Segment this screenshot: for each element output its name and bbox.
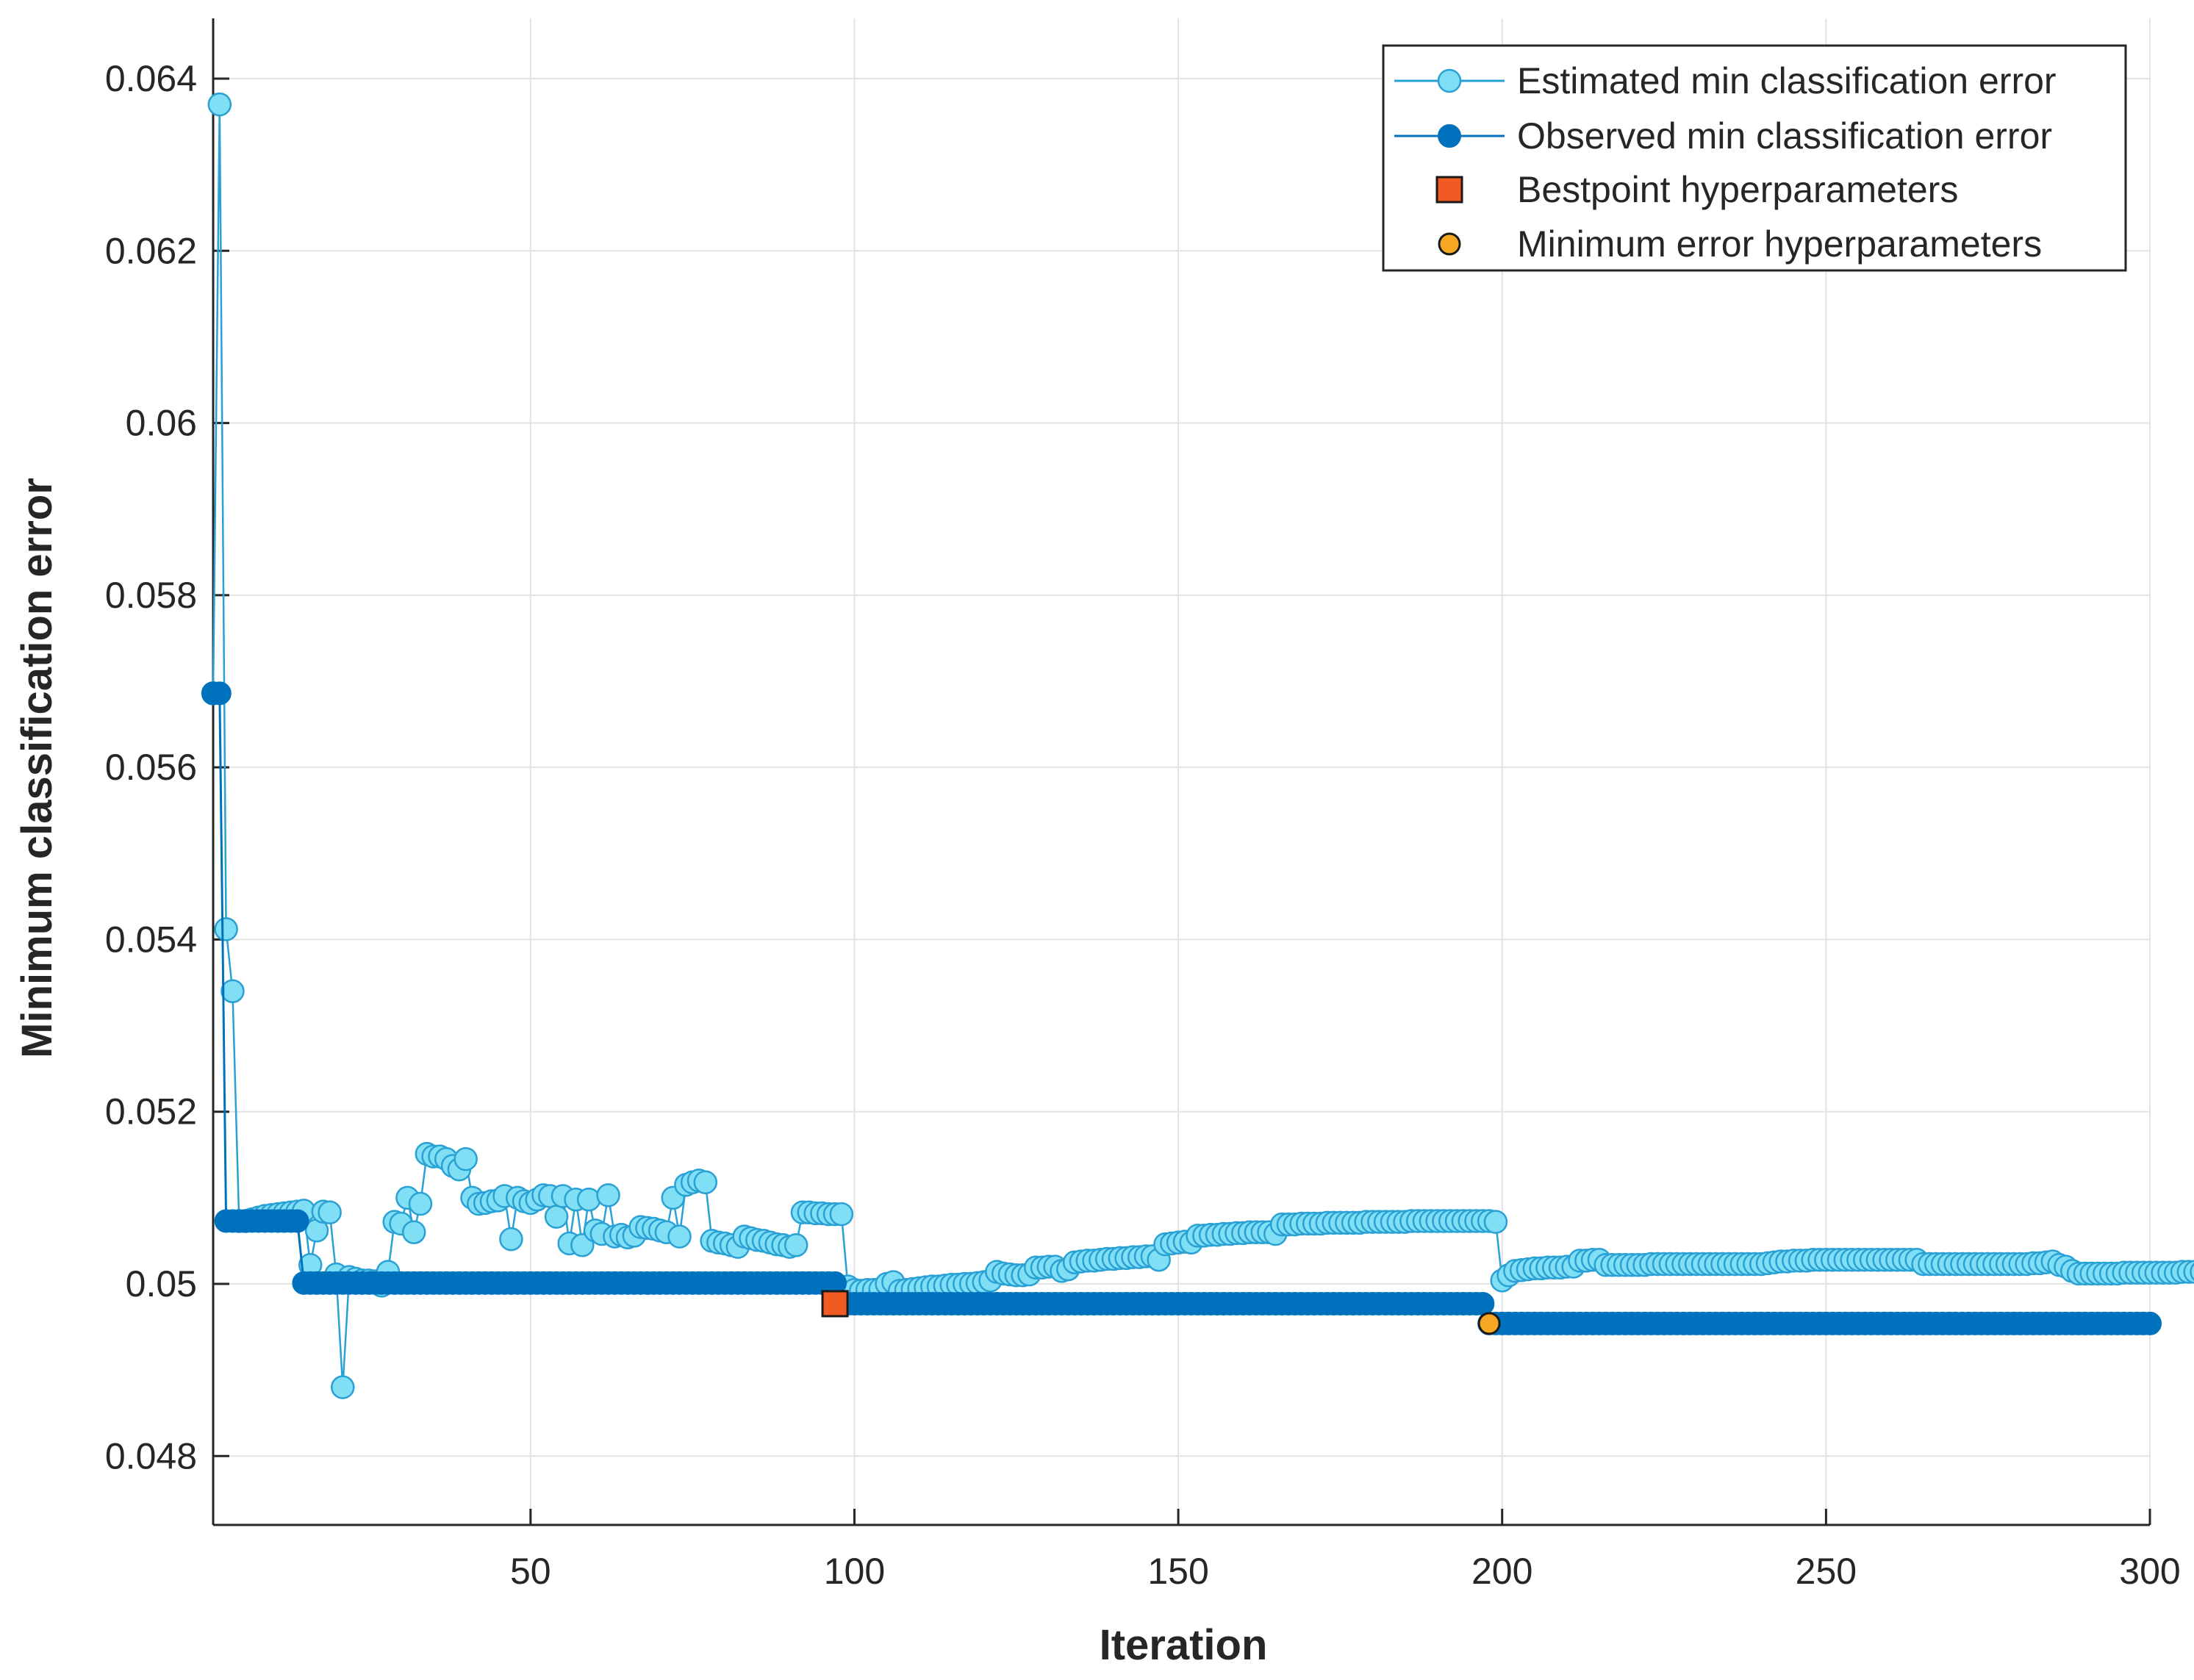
x-tick-label: 250 [1796,1551,1857,1592]
estimated-point [318,1200,342,1225]
legend-estimated-marker [1437,68,1462,93]
estimated-point [2190,1263,2194,1281]
estimated-point [784,1233,809,1257]
axes: 50 100 150 200 250 300 0.048 0.05 0.052 0.054 0.05… [105,18,2181,1592]
legend-label: Bestpoint hyperparameters [1517,169,1958,210]
y-axis-title: Minimum classification error [13,478,61,1058]
legend-box [1382,44,2127,272]
y-tick-label: 0.05 [126,1263,197,1304]
y-tick-label: 0.058 [105,575,197,616]
minimum-error-marker [1477,1312,1501,1335]
y-tick-label: 0.052 [105,1091,197,1132]
estimated-point [499,1227,523,1252]
estimated-point [596,1183,620,1207]
legend-label: Observed min classification error [1517,115,2052,157]
x-tick-label: 150 [1147,1551,1208,1592]
observed-point [2138,1311,2162,1335]
estimated-point [207,92,232,117]
observed-point [285,1209,309,1233]
y-tick-label: 0.054 [105,919,197,960]
y-tick-label: 0.048 [105,1435,197,1476]
estimated-point [576,1187,601,1212]
x-axis-title: Iteration [1100,1621,1268,1669]
legend-observed-marker [1438,124,1461,148]
estimated-point [693,1170,718,1195]
observed-point [1471,1291,1495,1315]
y-tick-label: 0.064 [105,58,197,99]
x-tick-label: 50 [510,1551,551,1592]
legend-minimum-marker [1438,232,1461,256]
estimated-point [544,1205,569,1229]
y-tick-label: 0.062 [105,230,197,271]
estimated-point [214,917,238,941]
estimated-point [401,1220,426,1244]
estimated-point [829,1202,854,1227]
x-tick-label: 100 [824,1551,885,1592]
legend-label: Estimated min classification error [1517,60,2057,101]
y-tick-label: 0.056 [105,747,197,788]
estimated-point [331,1375,355,1399]
estimated-point [454,1146,478,1171]
series-layer [201,92,2194,1399]
y-tick-label: 0.06 [126,403,197,444]
bestpoint-marker [821,1290,849,1318]
estimated-point [1483,1210,1508,1234]
legend-bestpoint-marker [1435,176,1463,204]
legend: Estimated min classification error Observ… [1382,44,2127,272]
legend-label: Minimum error hyperparameters [1517,223,2042,265]
estimated-point [221,979,245,1003]
observed-point [207,681,232,706]
x-tick-label: 300 [2119,1551,2180,1592]
estimated-point [408,1191,433,1216]
estimated-point [667,1224,692,1249]
x-tick-label: 200 [1471,1551,1532,1592]
